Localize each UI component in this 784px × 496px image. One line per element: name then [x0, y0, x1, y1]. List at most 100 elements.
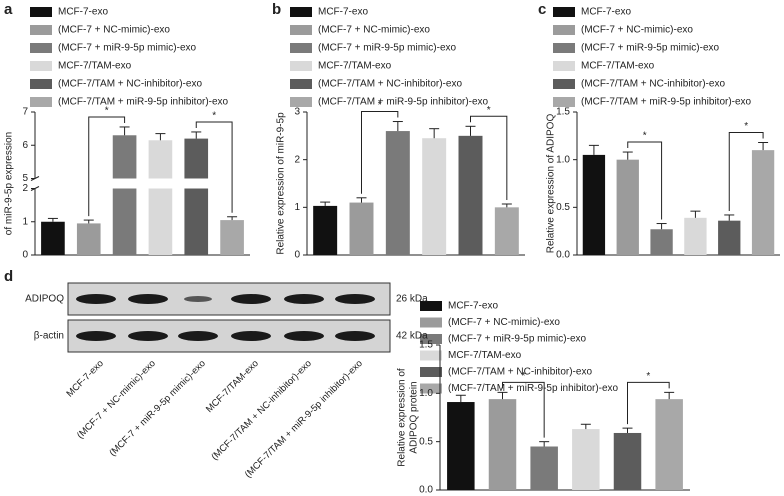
lane-label: MCF-7-exo [65, 358, 106, 399]
legend-swatch [290, 79, 312, 89]
significance-bracket [361, 111, 399, 194]
legend-label: MCF-7/TAM-exo [448, 350, 522, 361]
y-tick-label: 0.5 [419, 436, 433, 447]
panel-label: c [538, 1, 546, 18]
y-tick-label: 0.0 [419, 485, 433, 496]
legend-swatch [553, 97, 575, 107]
legend-label: (MCF-7/TAM + miR-9-5p inhibitor)-exo [581, 97, 752, 108]
legend-label: (MCF-7/TAM + NC-inhibitor)-exo [581, 79, 725, 90]
blot-size-label: 42 kDa [396, 331, 428, 342]
significance-bracket [195, 121, 233, 213]
bar [184, 138, 209, 255]
significance-bracket [627, 381, 670, 425]
panel-label: b [272, 1, 281, 18]
blot-band [178, 331, 218, 341]
y-tick-label: 1 [22, 216, 28, 227]
legend-label: (MCF-7 + miR-9-5p mimic)-exo [318, 43, 457, 54]
bar [488, 399, 517, 490]
blot-band [231, 294, 271, 304]
significance-label: * [521, 371, 525, 382]
y-tick-label: 1.5 [556, 107, 570, 118]
y-tick-label: 7 [22, 107, 28, 118]
legend-swatch [420, 334, 442, 344]
bar [41, 221, 65, 255]
legend-label: (MCF-7 + miR-9-5p mimic)-exo [448, 334, 587, 345]
legend-swatch [290, 61, 312, 71]
y-tick-label: 1 [294, 202, 300, 213]
bar [572, 429, 600, 490]
y-axis-label: Relative exosomal [0, 143, 3, 225]
break-gap [111, 178, 138, 189]
bar [684, 217, 707, 255]
y-tick-label: 0 [22, 250, 28, 261]
legend-label: (MCF-7/TAM + miR-9-5p inhibitor)-exo [318, 97, 489, 108]
y-tick-label: 3 [294, 107, 300, 118]
legend-swatch [30, 25, 52, 35]
y-tick-label: 2 [294, 154, 300, 165]
break-gap [183, 178, 210, 189]
bar [650, 229, 673, 255]
legend-label: (MCF-7 + NC-mimic)-exo [318, 25, 430, 36]
break-gap [147, 178, 174, 189]
significance-label: * [643, 131, 647, 142]
legend-label: (MCF-7/TAM + NC-inhibitor)-exo [58, 79, 202, 90]
lane-label: MCF-7/TAM-exo [204, 358, 261, 415]
lane-label: (MCF-7 + miR-9-5p mimic)-exo [107, 358, 208, 459]
legend-swatch [420, 383, 442, 394]
legend-label: (MCF-7 + miR-9-5p mimic)-exo [581, 43, 720, 54]
legend-label: MCF-7/TAM-exo [318, 61, 392, 72]
blot-band [335, 294, 375, 304]
y-tick-label: 1.0 [419, 388, 433, 399]
significance-label: * [378, 100, 382, 111]
legend-label: MCF-7/TAM-exo [581, 61, 655, 72]
lane-label: (MCF-7/TAM + miR-9-5p inhibitor)-exo [243, 358, 365, 480]
legend-swatch [290, 43, 312, 53]
blot-band [128, 331, 168, 341]
significance-bracket [627, 141, 663, 220]
legend-label: (MCF-7/TAM + miR-9-5p inhibitor)-exo [58, 97, 229, 108]
bar [613, 432, 642, 490]
significance-bracket [88, 116, 126, 217]
bar [530, 446, 558, 490]
legend-swatch [30, 61, 52, 71]
legend-label: MCF-7-exo [581, 7, 631, 18]
legend-label: MCF-7-exo [58, 7, 108, 18]
bar [385, 131, 410, 255]
blot-band [76, 294, 116, 304]
y-axis-label: of miR-9-5p expression [4, 132, 15, 235]
y-tick-label: 0 [294, 250, 300, 261]
blot-band [128, 294, 168, 304]
lane-label: (MCF-7/TAM + NC-inhibitor)-exo [209, 358, 314, 463]
significance-label: * [744, 121, 748, 132]
y-tick-label: 1.0 [556, 154, 570, 165]
bar [616, 159, 639, 255]
legend-swatch [30, 79, 52, 89]
bar [655, 399, 683, 490]
legend-swatch [420, 317, 442, 328]
legend-swatch [290, 7, 312, 17]
bar [751, 150, 775, 255]
legend-swatch [30, 97, 52, 107]
legend-swatch [30, 7, 52, 17]
legend-label: MCF-7/TAM-exo [58, 61, 132, 72]
blot-row-label: ADIPOQ [25, 294, 64, 305]
bar [582, 154, 606, 255]
bar [220, 220, 244, 255]
legend-label: (MCF-7/TAM + miR-9-5p inhibitor)-exo [448, 383, 619, 394]
y-axis-label: Relative expression of [397, 368, 408, 467]
legend-label: MCF-7-exo [318, 7, 368, 18]
blot-band [284, 331, 324, 341]
y-tick-label: 0.5 [556, 202, 570, 213]
bar [148, 140, 173, 255]
legend-label: (MCF-7/TAM + NC-inhibitor)-exo [448, 367, 592, 378]
significance-label: * [212, 111, 216, 122]
significance-bracket [470, 115, 508, 200]
y-axis-label: Relative expression of miR-9-5p [276, 112, 287, 255]
legend-label: (MCF-7 + NC-mimic)-exo [58, 25, 170, 36]
significance-label: * [646, 371, 650, 382]
y-tick-label: 1.5 [419, 340, 433, 351]
blot-band [76, 331, 116, 341]
blot-band [184, 296, 212, 302]
